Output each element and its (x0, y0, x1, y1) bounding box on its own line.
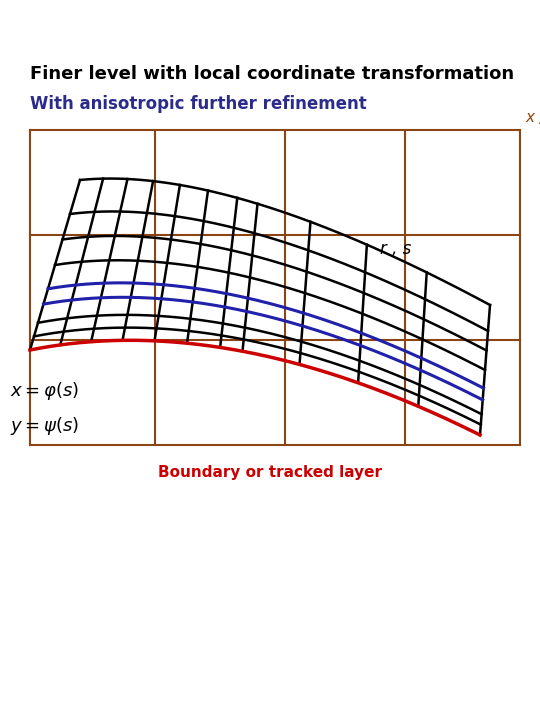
Text: $y = \psi(s)$: $y = \psi(s)$ (10, 415, 79, 437)
Text: $x = \varphi(s)$: $x = \varphi(s)$ (10, 380, 79, 402)
Text: With anisotropic further refinement: With anisotropic further refinement (30, 95, 367, 113)
Text: Finer level with local coordinate transformation: Finer level with local coordinate transf… (30, 65, 514, 83)
Text: r , s: r , s (380, 240, 411, 258)
Text: x , y: x , y (525, 110, 540, 125)
Text: Boundary or tracked layer: Boundary or tracked layer (158, 465, 382, 480)
